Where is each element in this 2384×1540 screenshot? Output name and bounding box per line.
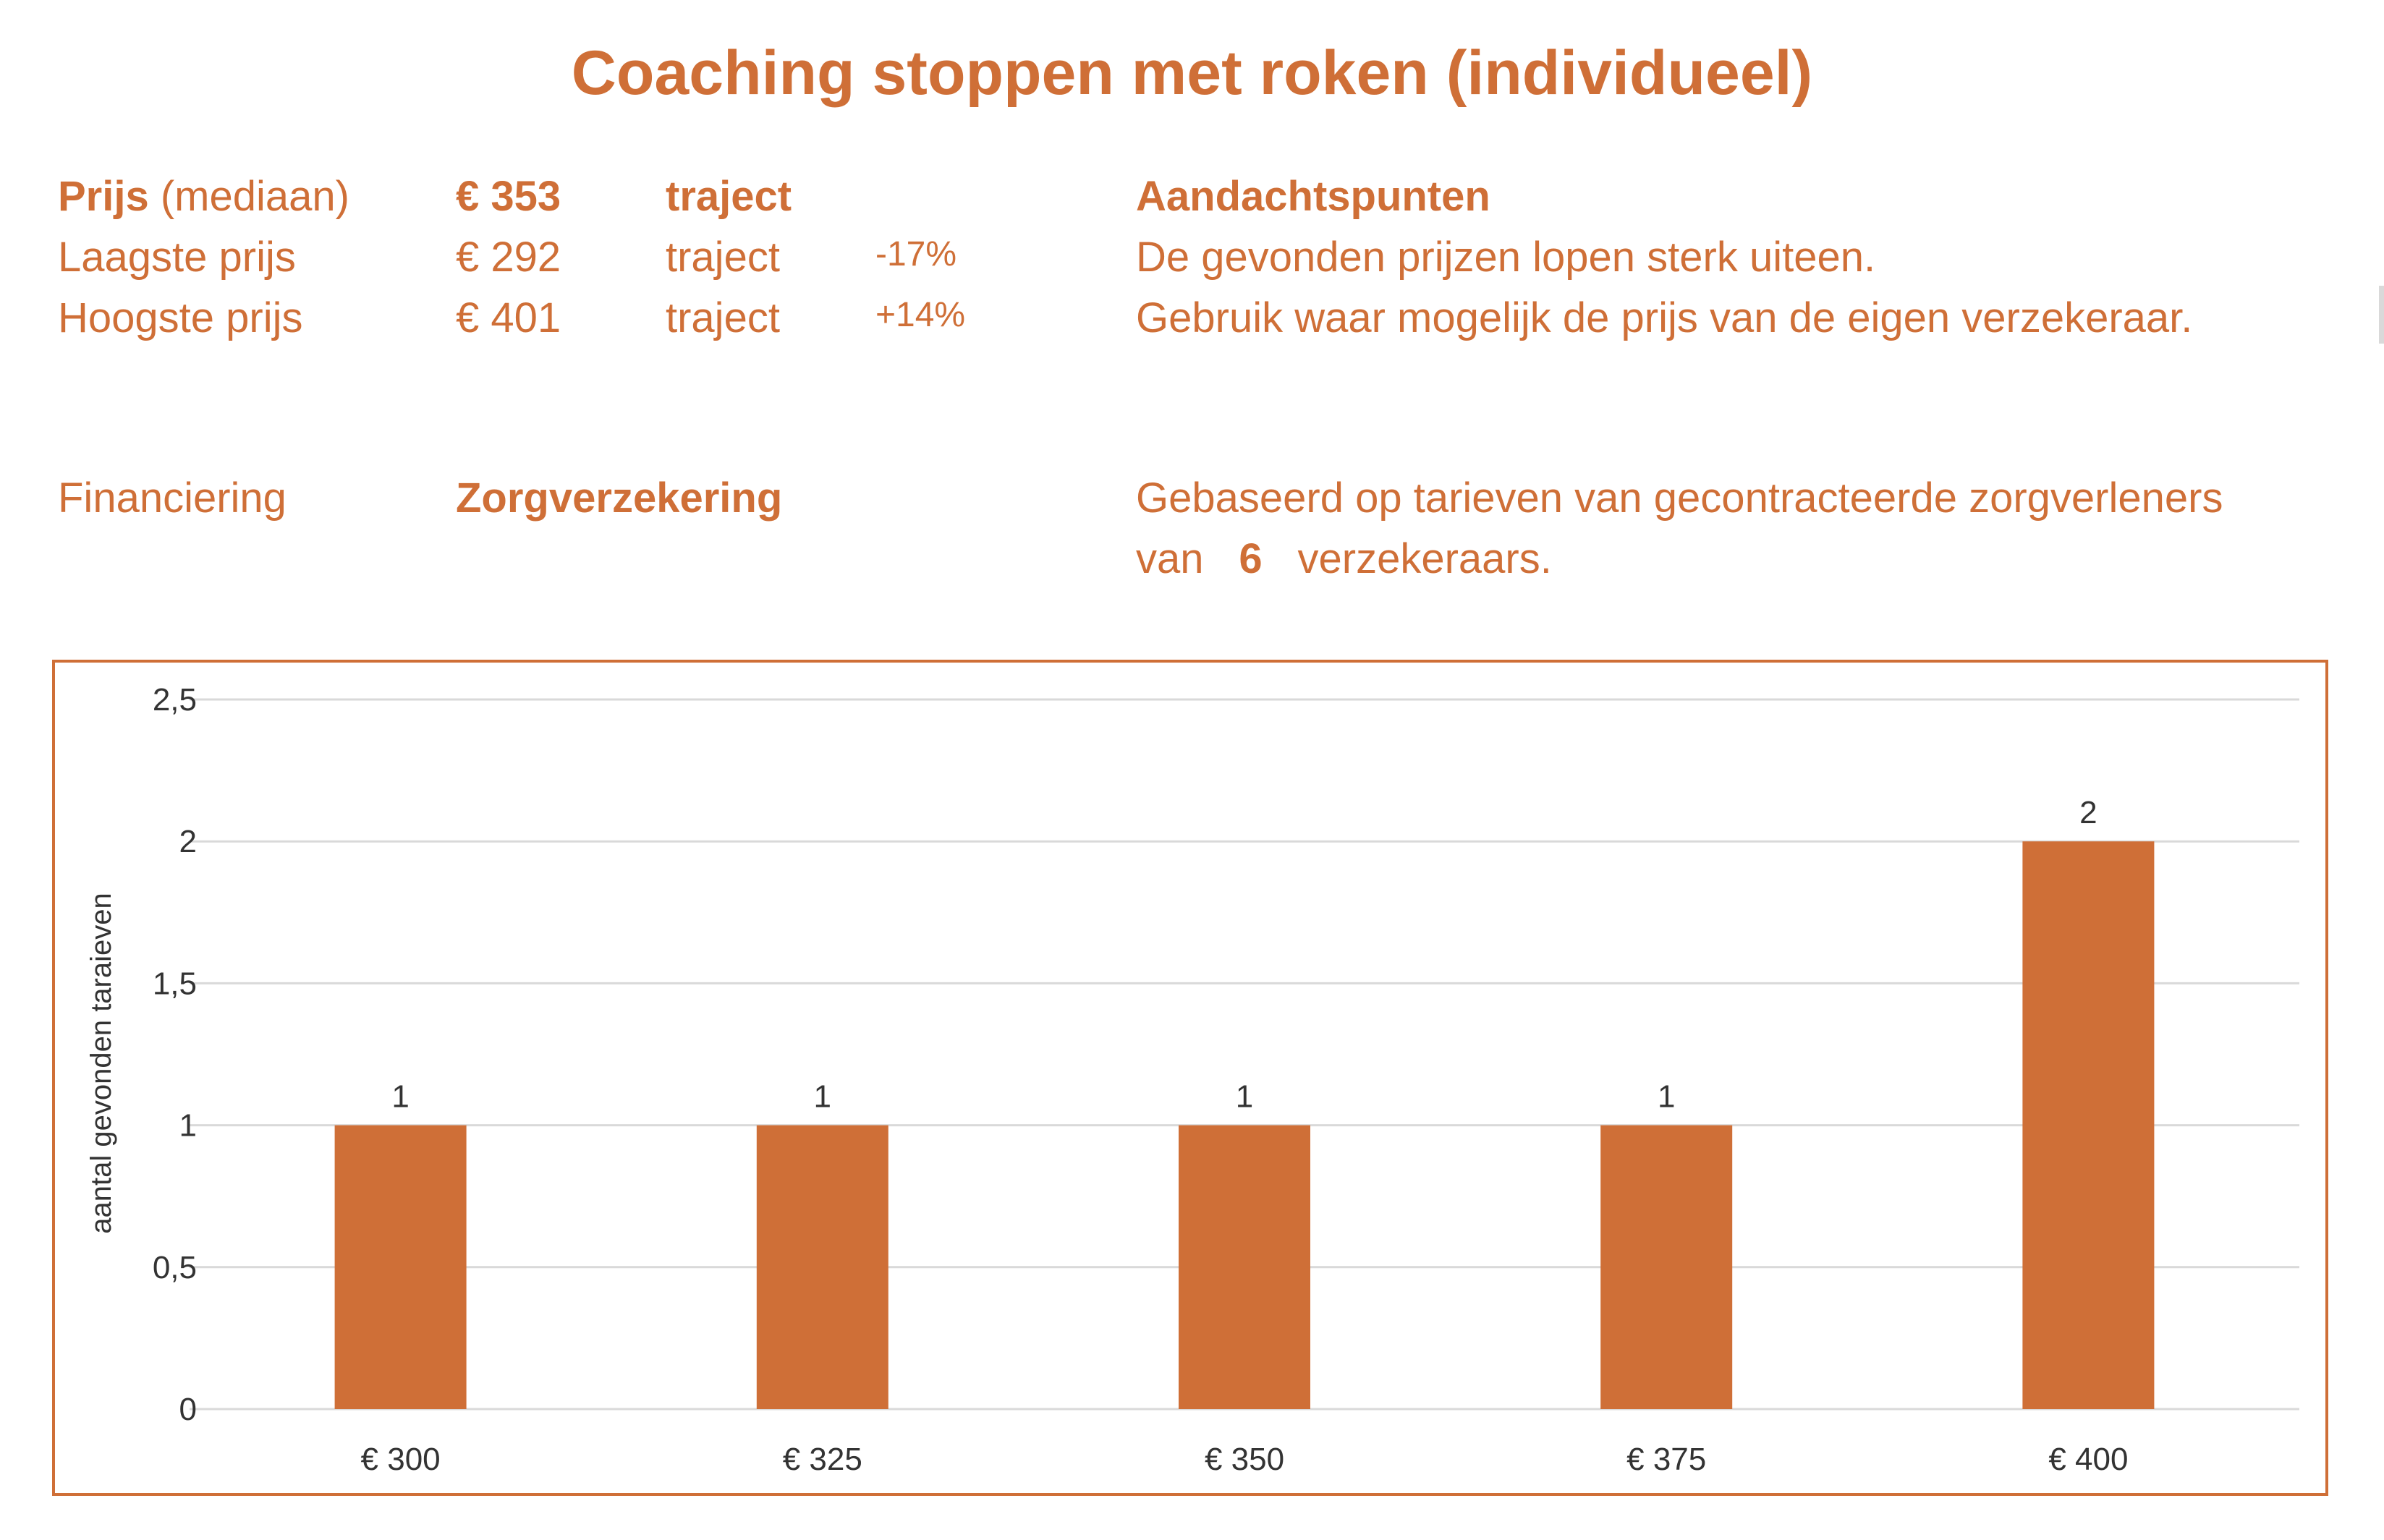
- basis-line-2: van 6 verzekeraars.: [1136, 538, 1552, 580]
- data-label: 1: [814, 1079, 831, 1115]
- data-label: 1: [1236, 1079, 1253, 1115]
- bar: [2022, 841, 2155, 1409]
- x-tick-label: € 350: [1205, 1442, 1284, 1477]
- notes-line-1: De gevonden prijzen lopen sterk uiteen.: [1136, 234, 1876, 281]
- data-label: 2: [2079, 795, 2097, 830]
- data-label: 1: [391, 1079, 409, 1115]
- median-price-unit: traject: [666, 173, 792, 220]
- x-tick-label: € 325: [783, 1442, 862, 1477]
- y-tick-label: 0,5: [153, 1250, 197, 1285]
- highest-price-label: Hoogste prijs: [58, 294, 303, 341]
- basis-rest: verzekeraars.: [1297, 535, 1552, 582]
- bar: [1179, 1125, 1310, 1409]
- notes-heading: Aandachtspunten: [1136, 173, 1490, 220]
- basis-line-1: Gebaseerd op tarieven van gecontracteerd…: [1136, 475, 2223, 522]
- bar: [1600, 1125, 1733, 1409]
- basis-van: van: [1136, 535, 1204, 582]
- y-tick-label: 1,5: [153, 966, 197, 1001]
- y-tick-label: 1: [179, 1108, 197, 1144]
- x-tick-label: € 400: [2048, 1442, 2128, 1477]
- x-tick-label: € 300: [361, 1442, 441, 1477]
- lowest-price-pct: -17%: [875, 235, 957, 273]
- median-price-label-rest: (mediaan): [148, 173, 349, 220]
- chart-frame: [52, 660, 2328, 1496]
- bar: [334, 1125, 467, 1409]
- lowest-price-value: € 292: [456, 234, 561, 281]
- y-tick-label: 2,5: [153, 682, 197, 718]
- highest-price-unit: traject: [666, 294, 780, 341]
- y-tick-label: 2: [179, 824, 197, 859]
- bar: [756, 1125, 888, 1409]
- median-price-label: Prijs (mediaan): [58, 176, 349, 218]
- lowest-price-label: Laagste prijs: [58, 234, 296, 281]
- x-tick-label: € 375: [1626, 1442, 1706, 1477]
- y-tick-label: 0: [179, 1392, 197, 1427]
- page-title: Coaching stoppen met roken (individueel): [571, 38, 1813, 108]
- median-price-label-bold: Prijs: [58, 173, 149, 220]
- insurer-count: 6: [1239, 535, 1263, 582]
- highest-price-pct: +14%: [875, 296, 966, 334]
- edge-marker: [2379, 286, 2384, 344]
- median-price-value: € 353: [456, 173, 561, 220]
- y-axis-label: aantal gevonden taraieven: [85, 893, 117, 1234]
- financing-label: Financiering: [58, 475, 287, 522]
- lowest-price-unit: traject: [666, 234, 780, 281]
- financing-value: Zorgverzekering: [456, 475, 783, 522]
- highest-price-value: € 401: [456, 294, 561, 341]
- data-label: 1: [1658, 1079, 1675, 1115]
- notes-line-2: Gebruik waar mogelijk de prijs van de ei…: [1136, 294, 2193, 341]
